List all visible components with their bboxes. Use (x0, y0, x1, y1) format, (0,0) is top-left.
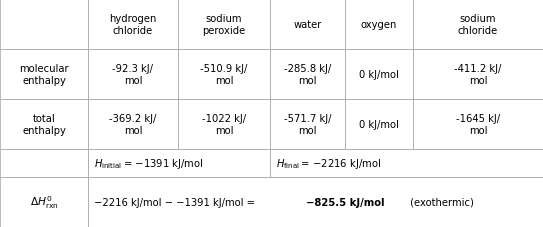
Text: -411.2 kJ/
mol: -411.2 kJ/ mol (454, 64, 502, 85)
Bar (0, 149, 88, 177)
Text: −2216 kJ/mol − −1391 kJ/mol =: −2216 kJ/mol − −1391 kJ/mol = (94, 197, 258, 207)
Text: $\Delta H^0_{\rm rxn}$: $\Delta H^0_{\rm rxn}$ (30, 194, 59, 210)
Bar (413, 50, 543, 100)
Text: -571.7 kJ/
mol: -571.7 kJ/ mol (284, 114, 331, 135)
Text: (exothermic): (exothermic) (407, 197, 474, 207)
Bar (270, 0, 345, 50)
Bar (88, 50, 178, 100)
Bar (345, 0, 413, 50)
Text: hydrogen
chloride: hydrogen chloride (109, 14, 157, 36)
Text: total
enthalpy: total enthalpy (22, 114, 66, 135)
Text: oxygen: oxygen (361, 20, 397, 30)
Text: sodium
peroxide: sodium peroxide (203, 14, 245, 36)
Text: -1022 kJ/
mol: -1022 kJ/ mol (202, 114, 246, 135)
Text: -1645 kJ/
mol: -1645 kJ/ mol (456, 114, 500, 135)
Bar (345, 50, 413, 100)
Text: 0 kJ/mol: 0 kJ/mol (359, 70, 399, 80)
Bar (0, 0, 88, 50)
Bar (178, 50, 270, 100)
Bar (413, 0, 543, 50)
Bar (88, 100, 178, 149)
Text: -369.2 kJ/
mol: -369.2 kJ/ mol (109, 114, 157, 135)
Text: sodium
chloride: sodium chloride (458, 14, 498, 36)
Bar (88, 177, 543, 227)
Bar (0, 50, 88, 100)
Bar (88, 149, 270, 177)
Bar (345, 100, 413, 149)
Text: $H_{\rm initial}$ = −1391 kJ/mol: $H_{\rm initial}$ = −1391 kJ/mol (94, 156, 204, 170)
Bar (270, 50, 345, 100)
Text: -510.9 kJ/
mol: -510.9 kJ/ mol (200, 64, 248, 85)
Text: 0 kJ/mol: 0 kJ/mol (359, 119, 399, 129)
Text: -285.8 kJ/
mol: -285.8 kJ/ mol (284, 64, 331, 85)
Bar (178, 100, 270, 149)
Bar (178, 0, 270, 50)
Bar (413, 100, 543, 149)
Text: molecular
enthalpy: molecular enthalpy (19, 64, 69, 85)
Text: −825.5 kJ/mol: −825.5 kJ/mol (306, 197, 384, 207)
Text: -92.3 kJ/
mol: -92.3 kJ/ mol (112, 64, 154, 85)
Bar (88, 0, 178, 50)
Bar (270, 100, 345, 149)
Text: water: water (293, 20, 321, 30)
Text: $H_{\rm final}$ = −2216 kJ/mol: $H_{\rm final}$ = −2216 kJ/mol (276, 156, 381, 170)
Bar (0, 177, 88, 227)
Bar (0, 100, 88, 149)
Bar (270, 149, 543, 177)
